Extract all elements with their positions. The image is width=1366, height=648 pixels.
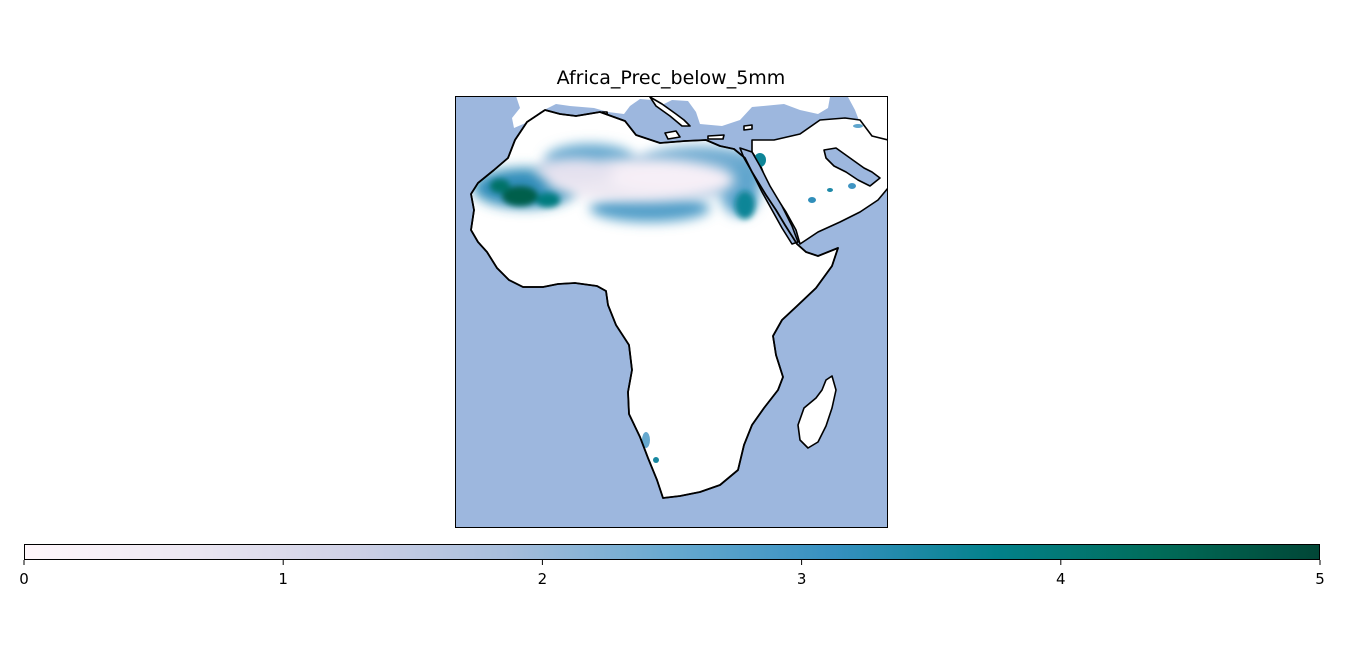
colorbar-tick-label: 2 [538, 570, 548, 588]
madagascar [797, 375, 837, 449]
chart-title: Africa_Prec_below_5mm [557, 67, 786, 89]
colorbar-gradient [24, 544, 1320, 560]
precip-patch [610, 162, 730, 194]
precip-patch [853, 124, 863, 128]
persian-gulf [823, 147, 881, 187]
precip-patch [808, 197, 816, 203]
africa-coast-outline [470, 109, 839, 499]
precip-patch [490, 179, 510, 193]
precip-patch [653, 457, 659, 463]
precip-patch [848, 183, 856, 189]
colorbar-tick-label: 4 [1056, 570, 1066, 588]
precip-patch [827, 188, 833, 192]
colorbar-tick-label: 1 [278, 570, 288, 588]
colorbar-tick-label: 5 [1315, 570, 1325, 588]
precip-patch [535, 158, 615, 182]
map-frame [455, 96, 888, 528]
crete [707, 134, 725, 140]
precip-patch [536, 193, 560, 207]
colorbar-tick-label: 3 [797, 570, 807, 588]
cyprus [743, 124, 753, 131]
sicily [664, 130, 681, 140]
italy [649, 96, 691, 127]
colorbar-frame [24, 544, 1320, 560]
colorbar: 0 1 2 3 4 5 [19, 544, 1325, 588]
precip-patch [642, 432, 650, 448]
precip-patch [502, 186, 538, 206]
colorbar-tick-label: 0 [19, 570, 29, 588]
map-panel [455, 96, 888, 528]
precip-patch [735, 191, 755, 219]
precip-field [473, 144, 770, 463]
